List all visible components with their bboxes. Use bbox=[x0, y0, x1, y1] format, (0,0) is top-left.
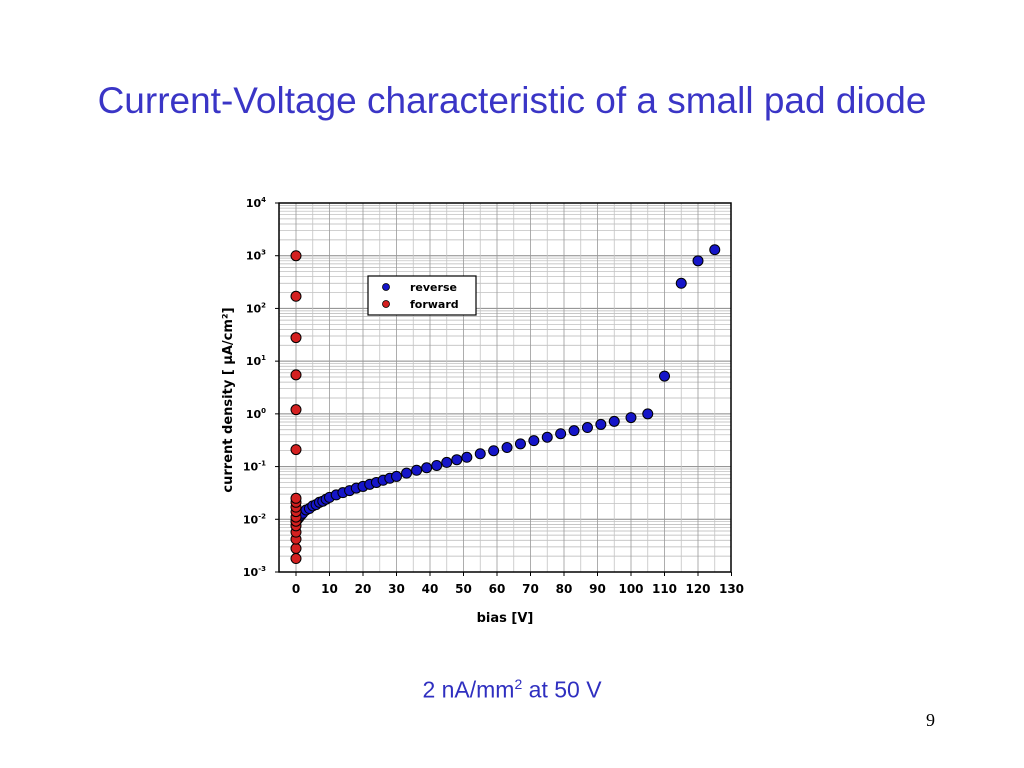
y-tick-label: 102 bbox=[246, 301, 266, 315]
x-tick-label: 30 bbox=[388, 582, 405, 596]
x-tick-label: 0 bbox=[292, 582, 300, 596]
point-reverse bbox=[391, 470, 402, 482]
point-reverse bbox=[675, 277, 687, 289]
x-tick-label: 60 bbox=[489, 582, 506, 596]
point-forward bbox=[290, 250, 302, 262]
y-axis-label: current density [ μA/cm²] bbox=[221, 307, 236, 492]
point-reverse bbox=[401, 467, 413, 479]
point-reverse bbox=[501, 442, 513, 454]
point-forward bbox=[290, 444, 302, 456]
point-reverse bbox=[595, 418, 607, 430]
x-tick-label: 130 bbox=[719, 582, 744, 596]
legend-marker-forward bbox=[382, 300, 390, 308]
x-tick-label: 20 bbox=[355, 582, 372, 596]
legend: reverse forward bbox=[367, 275, 477, 316]
series-reverse bbox=[290, 244, 721, 528]
x-tick-label: 40 bbox=[422, 582, 439, 596]
point-forward bbox=[290, 369, 302, 381]
point-forward bbox=[290, 332, 302, 344]
point-reverse bbox=[659, 370, 670, 382]
legend-box bbox=[367, 275, 477, 316]
caption-tail: at 50 V bbox=[522, 676, 602, 703]
x-tick-label: 50 bbox=[455, 582, 472, 596]
point-reverse bbox=[451, 454, 463, 466]
x-tick-label: 70 bbox=[522, 582, 539, 596]
caption: 2 nA/mm2 at 50 V bbox=[0, 676, 1024, 704]
point-reverse bbox=[692, 255, 704, 267]
x-tick-label: 90 bbox=[589, 582, 606, 596]
point-forward bbox=[290, 553, 302, 565]
point-reverse bbox=[461, 451, 473, 463]
point-reverse bbox=[555, 428, 567, 440]
x-tick-label: 100 bbox=[618, 582, 643, 596]
legend-marker-reverse bbox=[382, 283, 390, 291]
point-forward bbox=[290, 492, 302, 504]
slide-title: Current-Voltage characteristic of a smal… bbox=[97, 80, 927, 121]
point-forward bbox=[290, 542, 302, 554]
series-forward bbox=[290, 250, 302, 565]
point-reverse bbox=[514, 438, 526, 450]
x-tick-label: 120 bbox=[685, 582, 710, 596]
point-forward bbox=[290, 290, 302, 302]
y-tick-label: 100 bbox=[246, 407, 266, 421]
y-tick-label: 10-1 bbox=[243, 460, 266, 474]
point-reverse bbox=[608, 415, 620, 427]
point-reverse bbox=[568, 425, 580, 437]
plot-frame bbox=[278, 202, 732, 573]
x-tick-label: 80 bbox=[556, 582, 573, 596]
legend-label-forward: forward bbox=[410, 298, 459, 311]
point-reverse bbox=[441, 456, 453, 468]
y-tick-labels: 104 103 102 101 100 10-1 10-2 10-3 bbox=[243, 196, 279, 579]
legend-label-reverse: reverse bbox=[410, 281, 457, 294]
point-reverse bbox=[581, 422, 593, 434]
chart-grid bbox=[278, 203, 731, 573]
x-tick-label: 110 bbox=[652, 582, 677, 596]
y-tick-label: 10-2 bbox=[243, 512, 266, 526]
point-reverse bbox=[474, 448, 486, 460]
x-axis-label: bias [V] bbox=[477, 611, 534, 626]
page-number: 9 bbox=[926, 710, 935, 730]
point-reverse bbox=[431, 459, 443, 471]
y-tick-label: 104 bbox=[246, 196, 266, 210]
point-reverse bbox=[528, 435, 540, 447]
x-tick-labels: 0 10 20 30 40 50 60 70 80 90 100 110 120 130 bbox=[292, 572, 744, 596]
caption-main: 2 nA/mm bbox=[422, 676, 515, 703]
point-reverse bbox=[709, 244, 721, 256]
point-forward bbox=[290, 404, 302, 416]
point-reverse bbox=[642, 408, 654, 420]
point-reverse bbox=[411, 464, 423, 476]
point-reverse bbox=[421, 462, 433, 474]
point-reverse bbox=[488, 445, 500, 457]
y-tick-label: 103 bbox=[246, 249, 266, 263]
y-tick-label: 10-3 bbox=[243, 565, 266, 579]
caption-superscript: 2 bbox=[514, 676, 523, 692]
point-reverse bbox=[625, 412, 637, 424]
point-reverse bbox=[541, 431, 553, 443]
x-tick-label: 10 bbox=[321, 582, 338, 596]
y-tick-label: 101 bbox=[246, 354, 266, 368]
